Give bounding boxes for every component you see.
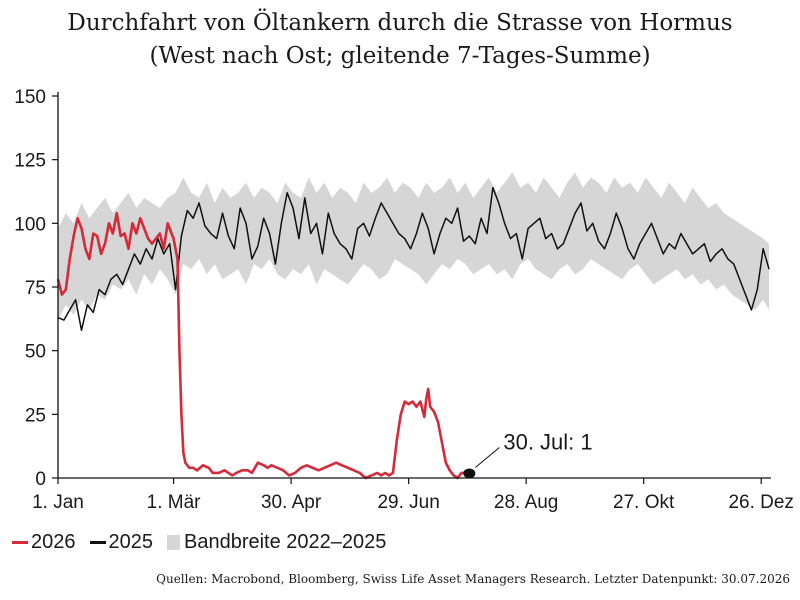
legend-swatch-2025 <box>89 541 106 544</box>
annotation-label: 30. Jul: 1 <box>503 429 592 454</box>
last-point-marker <box>463 468 476 479</box>
chart-title: Durchfahrt von Öltankern durch die Stras… <box>67 10 733 36</box>
axis-layer: 0 25 50 75 100 125 150 1. Jan 1. Mär 30. Apr 29. J… <box>14 87 794 513</box>
source-note: Quellen: Macrobond, Bloomberg, Swiss Lif… <box>156 572 790 586</box>
y-tick-label: 75 <box>25 278 46 299</box>
x-tick-label: 27. Okt <box>613 492 675 513</box>
y-tick-label: 125 <box>14 151 46 172</box>
x-tick-label: 30. Apr <box>261 492 322 513</box>
legend-label-2026: 2026 <box>31 531 76 553</box>
legend-swatch-band <box>167 535 180 550</box>
y-tick-label: 150 <box>14 87 46 108</box>
x-tick-label: 1. Jan <box>32 492 84 513</box>
x-tick-label: 1. Mär <box>147 492 202 513</box>
series-line-2026 <box>56 211 471 480</box>
legend: 2026 2025 Bandbreite 2022–2025 <box>12 531 400 554</box>
legend-label-2025: 2025 <box>108 531 154 553</box>
y-tick-label: 50 <box>25 342 46 363</box>
band-2022-2025 <box>58 172 770 321</box>
line-layer <box>56 186 770 480</box>
legend-item-2026: 2026 <box>12 531 76 554</box>
legend-item-2025: 2025 <box>89 531 154 554</box>
legend-label-band: Bandbreite 2022–2025 <box>184 531 387 553</box>
chart-subtitle: (West nach Ost; gleitende 7-Tages-Summe) <box>149 43 651 69</box>
annotation-leader <box>475 447 500 468</box>
x-tick-label: 29. Jun <box>377 492 439 513</box>
legend-item-band: Bandbreite 2022–2025 <box>167 531 386 554</box>
y-tick-label: 100 <box>14 214 46 235</box>
legend-swatch-2026 <box>12 541 28 544</box>
band-layer <box>58 172 770 321</box>
x-tick-label: 26. Dez <box>728 492 793 513</box>
x-tick-label: 28. Aug <box>494 492 558 513</box>
annotation-layer: 30. Jul: 1 <box>463 429 593 479</box>
series-line-2025 <box>57 186 770 332</box>
y-tick-label: 25 <box>25 405 46 426</box>
y-tick-label: 0 <box>35 469 46 490</box>
